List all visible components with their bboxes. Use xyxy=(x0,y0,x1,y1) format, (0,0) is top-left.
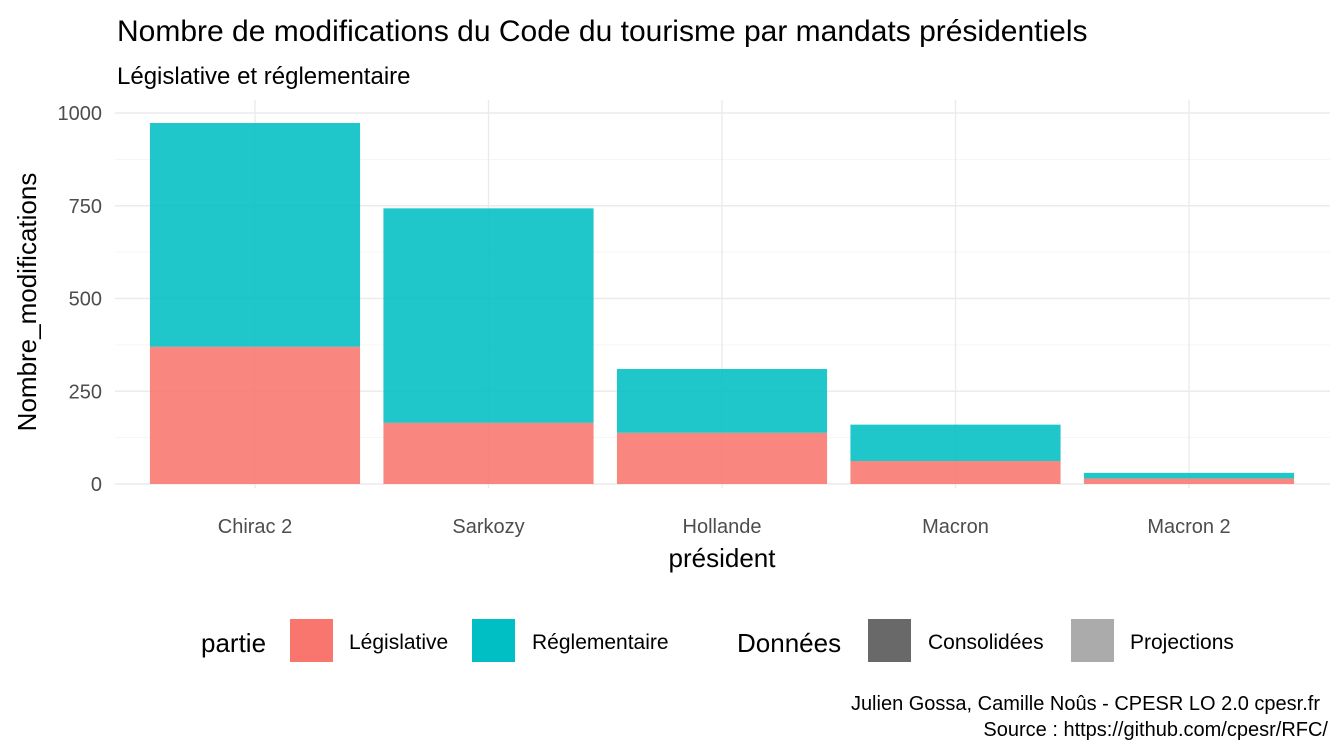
legend-title-donnees: Données xyxy=(737,628,841,658)
x-axis-ticks: Chirac 2 Sarkozy Hollande Macron Macron 2 xyxy=(218,516,1231,538)
y-axis-ticks: 0 250 500 750 1000 xyxy=(58,103,103,496)
bar-reglementaire-hollande xyxy=(616,368,828,433)
legend-label-legislative: Législative xyxy=(349,631,448,654)
x-tick-label: Macron 2 xyxy=(1147,516,1230,538)
legend-key-legislative xyxy=(290,619,333,662)
x-axis-title: président xyxy=(669,543,777,573)
legend-key-reglementaire xyxy=(472,619,515,662)
bar-legislative-chirac-2 xyxy=(149,346,361,484)
bar-legislative-hollande xyxy=(616,432,828,484)
legend: partie Législative Réglementaire Données… xyxy=(201,619,1234,662)
chart-subtitle: Législative et réglementaire xyxy=(117,63,411,90)
caption-source: Source : https://github.com/cpesr/RFC/ xyxy=(983,719,1328,741)
legend-label-reglementaire: Réglementaire xyxy=(532,631,669,654)
y-tick-label: 250 xyxy=(69,381,102,403)
bar-reglementaire-sarkozy xyxy=(383,208,594,423)
x-tick-label: Macron xyxy=(922,516,989,538)
chart-title: Nombre de modifications du Code du touri… xyxy=(117,15,1088,48)
bar-legislative-macron-2 xyxy=(1083,478,1295,484)
y-axis-title: Nombre_modifications xyxy=(12,173,42,432)
y-tick-label: 750 xyxy=(69,196,102,218)
legend-label-consolidees: Consolidées xyxy=(928,631,1044,654)
bars xyxy=(149,123,1295,484)
bar-reglementaire-chirac-2 xyxy=(149,123,361,347)
caption-authors: Julien Gossa, Camille Noûs - CPESR LO 2.… xyxy=(851,693,1320,715)
legend-title-partie: partie xyxy=(201,628,266,658)
legend-key-projections xyxy=(1071,619,1114,662)
bar-legislative-macron xyxy=(850,460,1061,484)
legend-key-consolidees xyxy=(868,619,911,662)
y-tick-label: 0 xyxy=(91,474,102,496)
y-tick-label: 1000 xyxy=(58,103,103,125)
bar-reglementaire-macron xyxy=(850,424,1061,461)
legend-label-projections: Projections xyxy=(1130,631,1234,654)
x-tick-label: Chirac 2 xyxy=(218,516,292,538)
bar-legislative-sarkozy xyxy=(383,422,594,484)
bar-reglementaire-macron-2 xyxy=(1083,472,1295,479)
y-tick-label: 500 xyxy=(69,289,102,311)
x-tick-label: Sarkozy xyxy=(452,516,524,538)
x-tick-label: Hollande xyxy=(683,516,762,538)
